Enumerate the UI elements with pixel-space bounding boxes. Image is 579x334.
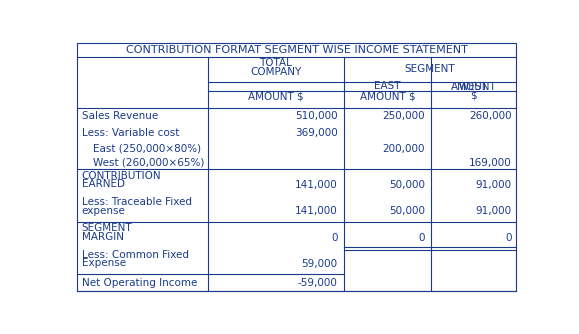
Text: 260,000: 260,000 [469, 111, 512, 121]
Text: East (250,000×80%): East (250,000×80%) [93, 144, 201, 154]
Text: 369,000: 369,000 [295, 128, 338, 138]
Text: $: $ [471, 90, 477, 100]
Text: AMOUNT $: AMOUNT $ [360, 92, 415, 102]
Text: 141,000: 141,000 [295, 180, 338, 190]
Text: 141,000: 141,000 [295, 206, 338, 216]
Text: 0: 0 [331, 232, 338, 242]
Text: CONTRIBUTION: CONTRIBUTION [82, 171, 162, 181]
Text: 0: 0 [505, 232, 512, 242]
Text: SEGMENT: SEGMENT [82, 223, 132, 233]
Text: 91,000: 91,000 [476, 206, 512, 216]
Text: 50,000: 50,000 [389, 206, 425, 216]
Text: Net Operating Income: Net Operating Income [82, 278, 197, 288]
Text: 169,000: 169,000 [469, 158, 512, 168]
Text: Less: Traceable Fixed: Less: Traceable Fixed [82, 197, 192, 207]
Text: 59,000: 59,000 [301, 259, 338, 269]
Text: MARGIN: MARGIN [82, 232, 124, 242]
Text: SEGMENT: SEGMENT [405, 64, 455, 74]
Text: Sales Revenue: Sales Revenue [82, 111, 158, 121]
Text: COMPANY: COMPANY [250, 67, 302, 77]
Text: AMOUNT: AMOUNT [451, 82, 497, 93]
Text: 510,000: 510,000 [295, 111, 338, 121]
Text: -59,000: -59,000 [298, 278, 338, 288]
Text: Less: Variable cost: Less: Variable cost [82, 128, 179, 138]
Text: 200,000: 200,000 [383, 144, 425, 154]
Text: EAST: EAST [374, 81, 401, 91]
Text: TOTAL: TOTAL [259, 58, 292, 68]
Text: EARNED: EARNED [82, 179, 124, 189]
Text: WEST: WEST [459, 82, 489, 93]
Text: CONTRIBUTION FORMAT SEGMENT WISE INCOME STATEMENT: CONTRIBUTION FORMAT SEGMENT WISE INCOME … [126, 45, 468, 55]
Text: 250,000: 250,000 [382, 111, 425, 121]
Text: 50,000: 50,000 [389, 180, 425, 190]
Text: expense: expense [82, 206, 126, 216]
Text: 91,000: 91,000 [476, 180, 512, 190]
Text: 0: 0 [419, 232, 425, 242]
Text: AMOUNT $: AMOUNT $ [248, 92, 303, 102]
Text: West (260,000×65%): West (260,000×65%) [93, 158, 204, 168]
Text: Expense: Expense [82, 258, 126, 268]
Text: Less: Common Fixed: Less: Common Fixed [82, 249, 189, 260]
